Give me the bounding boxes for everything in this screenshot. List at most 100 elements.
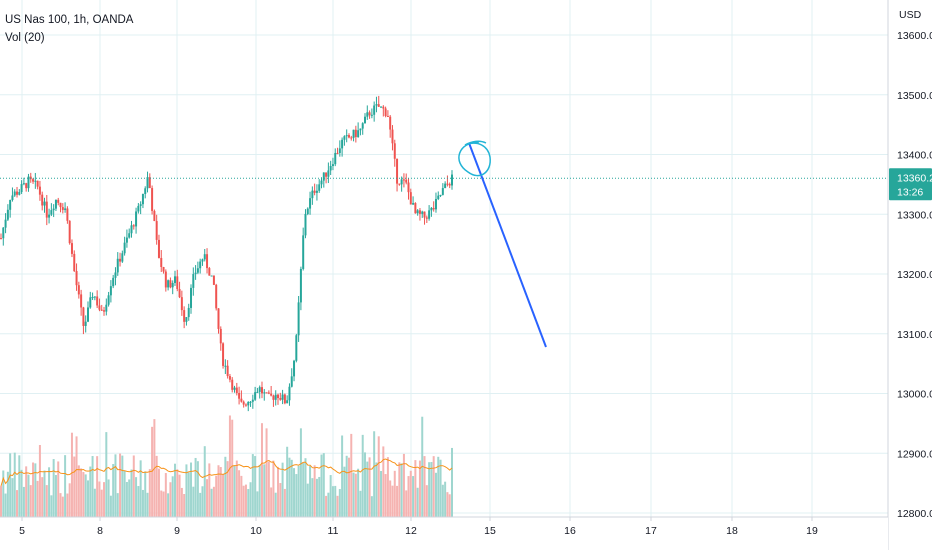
candle-body: [251, 399, 254, 402]
candle-body: [357, 130, 360, 138]
volume-bar: [173, 463, 176, 517]
candle-body: [370, 114, 373, 116]
candle-body: [437, 195, 440, 199]
volume-bar: [9, 453, 12, 517]
candle-body: [384, 108, 387, 117]
chart-grid: [0, 0, 888, 517]
volume-bar: [43, 470, 46, 517]
candle-body: [231, 379, 234, 390]
ellipse-drawing[interactable]: [458, 140, 491, 177]
candle-body: [402, 179, 405, 181]
volume-bar: [224, 456, 227, 517]
volume-indicator-label[interactable]: Vol (20): [5, 32, 45, 44]
candle-body: [350, 137, 353, 139]
volume-bar: [77, 465, 80, 517]
volume-bar: [123, 470, 126, 517]
volume-bar: [347, 457, 350, 517]
volume-bar: [66, 493, 69, 517]
candle-body: [148, 177, 151, 189]
candle-body: [22, 183, 25, 185]
candle-body: [290, 376, 293, 387]
price-tick-label: 13500.0: [897, 90, 932, 102]
volume-bar: [135, 477, 138, 517]
volume-bar: [36, 480, 39, 517]
volume-bar: [389, 480, 392, 517]
volume-bar: [203, 446, 206, 517]
candle-body: [91, 296, 94, 298]
volume-bar: [116, 493, 119, 517]
candle-body: [105, 304, 108, 312]
volume-bar: [13, 452, 16, 517]
candle-body: [338, 148, 341, 153]
candle-body: [210, 275, 213, 277]
candle-body: [82, 307, 85, 326]
volume-bar: [103, 482, 106, 517]
candle-body: [160, 257, 163, 268]
volume-bar: [144, 471, 147, 517]
candle-body: [421, 211, 424, 214]
trend-line[interactable]: [468, 142, 547, 348]
volume-bar: [98, 481, 101, 517]
volume-bar: [432, 456, 435, 517]
candle-body: [263, 392, 266, 394]
time-tick-label: 18: [726, 525, 738, 537]
volume-bar: [109, 495, 112, 517]
candle-body: [249, 401, 252, 403]
volume-bar: [272, 460, 275, 517]
volume-bar: [297, 465, 300, 517]
volume-bar: [169, 482, 172, 517]
volume-bar: [361, 434, 364, 517]
volume-bar: [293, 468, 296, 517]
volume-bar: [412, 476, 415, 517]
candle-body: [386, 116, 389, 118]
volume-bar: [238, 470, 241, 517]
volume-bar: [254, 456, 257, 517]
volume-bar: [304, 458, 307, 517]
candle-body: [288, 386, 291, 401]
volume-bar: [425, 485, 428, 517]
volume-bar: [382, 446, 385, 517]
candle-body: [347, 135, 350, 138]
candle-body: [396, 158, 399, 184]
volume-bar: [302, 463, 305, 517]
candle-body: [428, 210, 431, 219]
candle-body: [441, 188, 444, 195]
volume-bar: [128, 479, 131, 517]
candles: [0, 95, 453, 412]
candle-body: [34, 180, 37, 182]
volume-bar: [199, 492, 202, 517]
volume-bar: [38, 444, 41, 517]
volume-bar: [231, 419, 234, 517]
volume-bar: [2, 470, 5, 517]
volume-bar: [258, 464, 261, 517]
time-tick-label: 5: [19, 525, 25, 537]
volume-bar: [331, 486, 334, 517]
symbol-title[interactable]: US Nas 100, 1h, OANDA: [5, 14, 134, 26]
volume-bar: [210, 488, 213, 517]
volume-bar: [322, 453, 325, 517]
candle-body: [364, 116, 367, 124]
volume-bar: [59, 493, 62, 517]
volume-bar: [311, 478, 314, 517]
volume-bar: [155, 455, 158, 517]
time-tick-label: 10: [250, 525, 262, 537]
candle-body: [444, 183, 447, 189]
volume-bars: [0, 415, 453, 517]
candle-body: [64, 208, 67, 210]
volume-bar: [114, 454, 117, 517]
volume-bar: [222, 474, 225, 517]
volume-bar: [325, 495, 328, 517]
candle-body: [322, 172, 325, 181]
volume-bar: [183, 493, 186, 517]
volume-bar: [45, 485, 48, 517]
volume-ma-line: [0, 458, 453, 487]
current-price-label: 13360.2: [897, 172, 932, 184]
candle-body: [281, 394, 284, 400]
candle-body: [352, 129, 355, 138]
candle-body: [418, 210, 421, 214]
volume-bar: [247, 489, 250, 517]
candle-body: [157, 239, 160, 258]
candle-body: [43, 201, 46, 206]
candle-body: [9, 200, 12, 210]
